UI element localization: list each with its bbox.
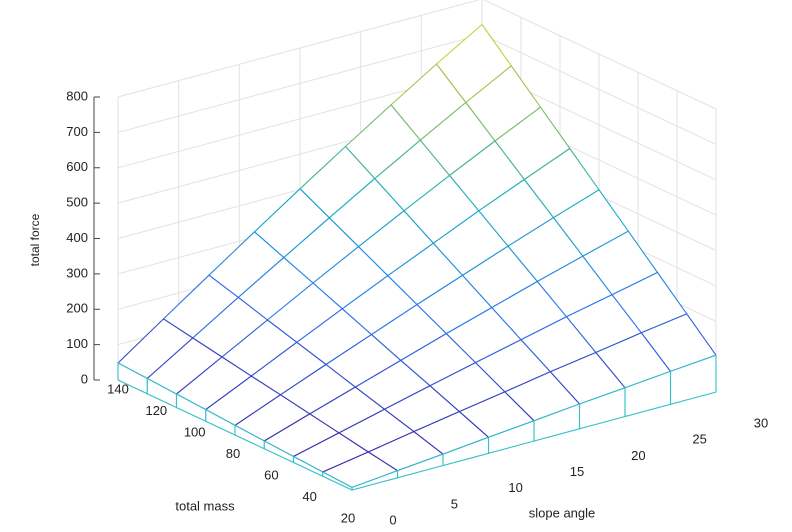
x-tick-label: 0 [389,512,396,527]
z-tick-label: 700 [66,124,88,139]
y-tick-label: 120 [145,403,167,418]
y-tick-label: 40 [302,489,316,504]
z-tick-label: 0 [81,371,88,386]
y-tick-label: 100 [184,424,206,439]
z-tick-label: 800 [66,88,88,103]
y-tick-label: 140 [107,381,129,396]
x-axis-label: slope angle [529,505,596,520]
y-axis-label: total mass [175,498,235,513]
z-axis-label: total force [28,213,42,266]
z-tick-label: 500 [66,195,88,210]
x-tick-label: 5 [451,496,458,511]
z-tick-label: 400 [66,230,88,245]
y-tick-label: 20 [341,510,355,525]
x-tick-label: 10 [508,480,522,495]
x-tick-label: 20 [631,448,645,463]
y-tick-label: 80 [226,446,240,461]
z-tick-label: 600 [66,159,88,174]
z-tick-label: 300 [66,265,88,280]
y-tick-label: 60 [264,467,278,482]
z-tick-label: 200 [66,301,88,316]
x-tick-label: 25 [692,432,706,447]
x-tick-label: 15 [570,464,584,479]
mesh-skirt [351,469,399,491]
x-tick-label: 30 [754,415,768,430]
z-tick-label: 100 [66,336,88,351]
